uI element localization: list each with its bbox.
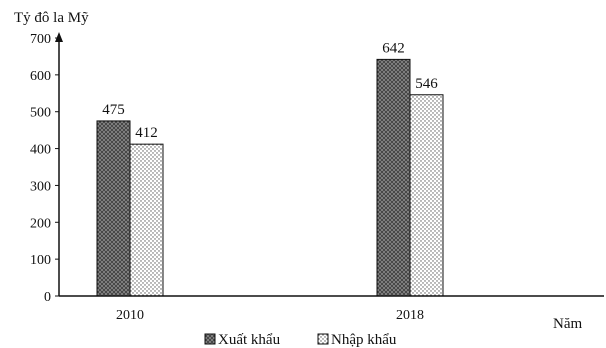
y-tick-label: 100: [30, 253, 51, 268]
bar-nhap-khau-2018: [409, 94, 444, 297]
bar-value-label: 412: [135, 125, 158, 141]
legend-swatch: [317, 333, 329, 345]
value-labels-group: 475 412 642 546: [102, 40, 438, 141]
y-tick-label: 0: [44, 290, 51, 305]
bar-xuat-khau-2018: [376, 58, 411, 297]
legend-label: Nhập khẩu: [331, 332, 397, 348]
bars-group: [96, 58, 444, 297]
y-axis-arrow-icon: [55, 32, 63, 42]
y-tick-label: 200: [30, 216, 51, 231]
y-tick-label: 500: [30, 106, 51, 121]
bar-xuat-khau-2010: [96, 120, 131, 297]
y-axis-ticks: 0 100 200 300 400 500 600 700: [30, 32, 59, 305]
x-tick-label: 2010: [116, 308, 144, 323]
bar-value-label: 475: [102, 102, 125, 118]
bar-value-label: 642: [382, 40, 405, 56]
x-axis-ticks: 2010 2018: [116, 308, 424, 323]
bar-nhap-khau-2010: [129, 143, 164, 297]
y-tick-label: 600: [30, 69, 51, 84]
legend: Xuất khẩu Nhập khẩu: [204, 332, 397, 348]
y-axis-title: Tỷ đô la Mỹ: [14, 10, 89, 26]
y-tick-label: 400: [30, 143, 51, 158]
y-tick-label: 700: [30, 32, 51, 47]
legend-swatch: [204, 333, 216, 345]
y-tick-label: 300: [30, 179, 51, 194]
x-tick-label: 2018: [396, 308, 424, 323]
x-axis-title: Năm: [553, 316, 582, 332]
bar-value-label: 546: [415, 76, 438, 92]
legend-label: Xuất khẩu: [218, 332, 281, 348]
